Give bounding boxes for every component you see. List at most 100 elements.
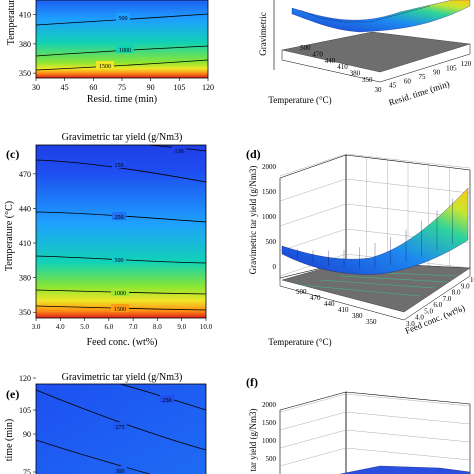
- panel-e-level-250: 250: [163, 398, 172, 404]
- panel-f-ztick-label: 2000: [262, 401, 277, 409]
- panel-b-temperature-tick: 500: [300, 44, 311, 52]
- panel-f-ztick-label: 500: [266, 455, 277, 463]
- panel-b-time-tick: 45: [389, 82, 397, 90]
- panel-e-frame: [35, 383, 207, 474]
- panel-c-level-bg: [111, 288, 129, 296]
- panel-c-xtick-label: 3.0: [32, 323, 41, 331]
- panel-d-box-base: [279, 268, 471, 321]
- panel-a-level-bg: [116, 45, 134, 53]
- panel-d-ztick-label: 500: [266, 238, 277, 246]
- panel-a-yticks: 350 380 410: [19, 11, 36, 78]
- panel-f-gridline: [345, 411, 471, 425]
- panel-a-xtick-label: 45: [61, 83, 69, 92]
- panel-a: 500 1000 1500 350 380 410 30 45 60 75 90 105 120…: [6, 0, 214, 105]
- panel-c-xtick-label: 7.0: [129, 323, 138, 331]
- panel-b-time-tick: 105: [446, 64, 457, 72]
- panel-f-gridline: [279, 393, 347, 413]
- panel-b-box-base: [281, 44, 471, 83]
- panel-e-ytick-label: 105: [19, 406, 31, 415]
- panel-a-xtick-label: 60: [89, 83, 97, 92]
- panel-c-level-500: 500: [115, 258, 124, 264]
- panel-b-floor: [281, 31, 471, 73]
- panel-b-ylabel: Temperature (°C): [268, 95, 331, 105]
- panel-f-zlabel: tar yield (g/Nm3): [248, 409, 258, 472]
- panel-a-xtick-label: 30: [32, 83, 40, 92]
- panel-d-feed-tick: 7.0: [443, 295, 452, 303]
- panel-c-ytick-label: 410: [19, 239, 31, 248]
- panel-d-feed-tick: 6.0: [433, 301, 442, 309]
- panel-e-ylabel: time (min): [4, 419, 15, 462]
- panel-e-ytick-label: 75: [23, 468, 31, 474]
- panel-c-ytick-label: 350: [19, 308, 31, 317]
- panel-d-feed-tick: 3.0: [406, 320, 415, 328]
- panel-e-yticks: 75 90 105 120: [19, 374, 36, 474]
- panel-a-ytick-label: 410: [19, 11, 31, 20]
- panel-d-gridline: [279, 178, 347, 202]
- panel-b-time-tick: 75: [419, 73, 427, 81]
- panel-e-level-bg: [160, 395, 174, 403]
- panel-a-xtick-label: 75: [118, 83, 126, 92]
- panel-c-level-130: 130: [175, 149, 184, 155]
- panel-c-level-bg: [112, 212, 126, 220]
- panel-c-xtick-label: 6.0: [104, 323, 113, 331]
- panel-c-xtick-label: 10.0: [200, 323, 213, 331]
- panel-f-gridline: [345, 429, 471, 443]
- panel-c-level-bg: [112, 160, 126, 168]
- panel-c-xlabel: Feed conc. (wt%): [87, 337, 158, 348]
- panel-f-gridline: [345, 393, 471, 407]
- panel-e-level-bg: [113, 466, 127, 474]
- panel-a-ytick-label: 350: [19, 69, 31, 78]
- panel-d-ztick-label: 0: [273, 263, 277, 271]
- panel-f-back-wall: [279, 391, 347, 474]
- panel-d-temperature-tick: 470: [310, 294, 321, 302]
- panel-a-level-500: 500: [119, 16, 128, 22]
- panel-a-level-bg: [116, 13, 130, 21]
- panel-f-zticks: 500 1000 1500 2000: [262, 401, 277, 463]
- panel-a-xtick-label: 90: [147, 83, 155, 92]
- panel-c-xtick-label: 8.0: [153, 323, 162, 331]
- panel-f-side-wall: [345, 391, 471, 474]
- panel-b-zlabel: Gravimetric: [258, 12, 268, 55]
- panel-b-temperature-tick: 470: [312, 50, 323, 58]
- panel-f: (f) 500 1000 1500 2000 tar yield (g/Nm3): [246, 375, 471, 474]
- panel-d-feed-tick: 9.0: [461, 282, 470, 290]
- panel-a-level-1000: 1000: [119, 48, 131, 54]
- panel-a-plot-area: [36, 0, 208, 78]
- panel-e-ytick-label: 90: [23, 430, 31, 439]
- panel-a-contour-1500: [35, 59, 209, 71]
- panel-d-feed-ticks: 3.04.05.06.07.08.09.010.0: [406, 276, 474, 328]
- panel-e-level-300: 300: [116, 469, 125, 474]
- panel-e-level-bg: [113, 422, 127, 430]
- panel-d-gridline: [279, 203, 347, 227]
- panel-c-level-bg: [112, 255, 126, 263]
- panel-c-ytick-label: 440: [19, 204, 31, 213]
- panel-d-gridline: [279, 228, 347, 252]
- panel-d-temperature-tick: 350: [366, 318, 377, 326]
- panel-c-level-bg: [172, 146, 186, 154]
- panel-a-ytick-label: 380: [19, 40, 31, 49]
- panel-c-xtick-label: 4.0: [56, 323, 65, 331]
- panel-c-ylabel: Temperature (°C): [4, 201, 15, 271]
- panel-a-level-1500: 1500: [99, 64, 111, 70]
- panel-c-xtick-label: 5.0: [80, 323, 89, 331]
- panel-d-label: (d): [246, 147, 261, 161]
- panel-d-floor-contours: [299, 271, 459, 297]
- panel-a-xtick-label: 120: [202, 83, 214, 92]
- panel-d-feed-tick: 10.0: [470, 276, 474, 284]
- panel-d-mesh: [297, 198, 453, 269]
- panel-f-gridlines: [279, 393, 471, 467]
- panel-c-frame: [35, 144, 207, 319]
- panel-d-temperature-tick: 410: [338, 306, 349, 314]
- panel-e-title: Gravimetric tar yield (g/Nm3): [62, 372, 183, 383]
- panel-b-time-tick: 60: [404, 77, 412, 85]
- panel-e-label: (e): [6, 387, 19, 401]
- panel-f-ztick-label: 1000: [262, 437, 277, 445]
- panel-b-surface: [291, 0, 471, 33]
- panel-f-ztick-label: 1500: [262, 419, 277, 427]
- panel-c-yticks: 350 380 410 440 470: [19, 170, 36, 317]
- panel-c-level-1000: 1000: [114, 291, 126, 297]
